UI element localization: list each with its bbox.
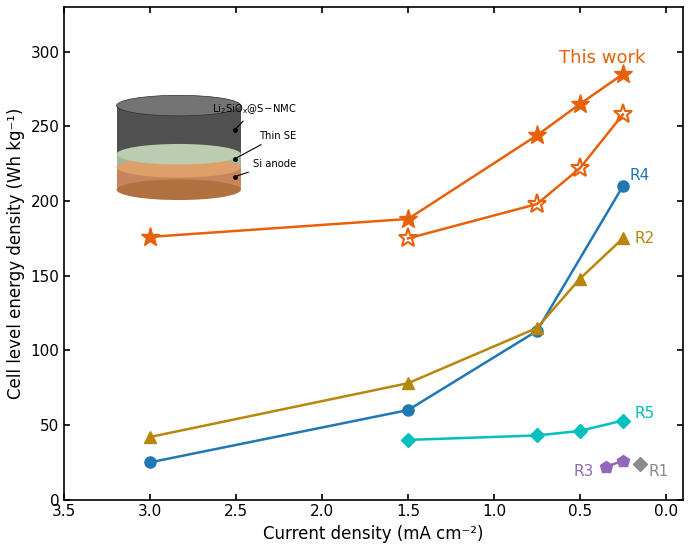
Ellipse shape <box>117 179 241 200</box>
Text: Si anode: Si anode <box>237 158 297 176</box>
Text: R5: R5 <box>635 405 656 421</box>
X-axis label: Current density (mA cm⁻²): Current density (mA cm⁻²) <box>264 525 484 543</box>
Polygon shape <box>117 154 241 167</box>
Text: R3: R3 <box>573 464 593 478</box>
Text: R1: R1 <box>649 464 669 478</box>
Text: This work: This work <box>560 48 646 67</box>
Text: R2: R2 <box>635 231 656 246</box>
Ellipse shape <box>117 157 241 178</box>
Ellipse shape <box>117 144 241 164</box>
Polygon shape <box>117 106 241 154</box>
Polygon shape <box>117 167 241 190</box>
Ellipse shape <box>117 95 241 116</box>
Y-axis label: Cell level energy density (Wh kg⁻¹): Cell level energy density (Wh kg⁻¹) <box>7 108 25 399</box>
Text: $\rm Li_2SiO_x@S\!-\!NMC$: $\rm Li_2SiO_x@S\!-\!NMC$ <box>212 102 297 128</box>
Text: R4: R4 <box>630 168 650 183</box>
Text: Thin SE: Thin SE <box>237 130 297 158</box>
